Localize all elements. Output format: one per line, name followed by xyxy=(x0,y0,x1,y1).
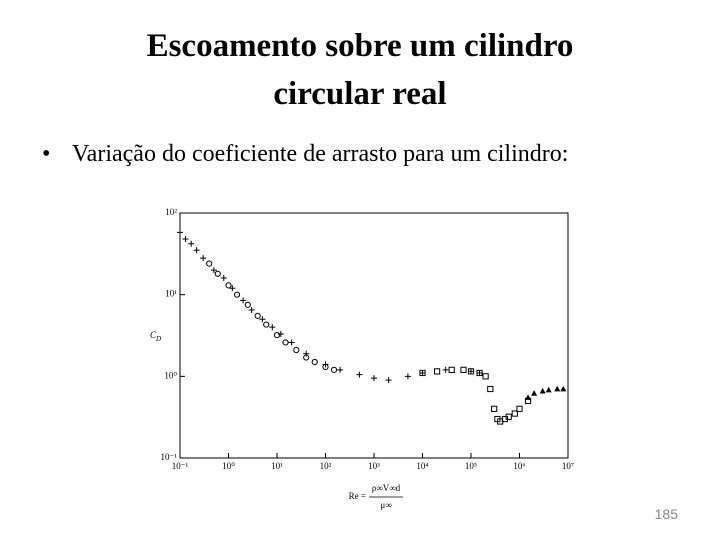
plus-marker xyxy=(303,350,310,357)
plus-marker xyxy=(193,247,200,254)
circle-marker xyxy=(254,312,261,319)
plus-marker xyxy=(240,297,247,304)
title-line: Escoamento sobre um cilindro xyxy=(146,28,574,64)
plus-marker xyxy=(288,339,295,346)
plus-marker xyxy=(337,366,344,373)
y-tick-label: 10¹ xyxy=(165,289,177,299)
plus-marker xyxy=(404,373,411,380)
x-tick-label: 10⁶ xyxy=(513,461,525,471)
x-tick-label: 10⁰ xyxy=(222,461,235,471)
circle-marker xyxy=(330,366,338,373)
plus-marker xyxy=(419,369,426,376)
circle-marker xyxy=(322,363,329,371)
square-marker xyxy=(516,405,523,412)
square-marker xyxy=(460,366,467,373)
x-tick-label: 10⁵ xyxy=(465,461,477,471)
circle-marker xyxy=(206,260,213,267)
square-marker xyxy=(487,385,494,393)
circle-marker xyxy=(273,331,281,339)
plus-marker xyxy=(259,316,266,323)
plus-marker xyxy=(277,330,284,337)
title-line: circular real xyxy=(273,76,447,112)
plus-marker xyxy=(371,375,377,382)
square-marker xyxy=(419,369,426,377)
triangle-marker xyxy=(531,390,538,396)
plus-marker xyxy=(385,377,392,384)
slide-title: Escoamento sobre um cilindro circular re… xyxy=(0,22,720,118)
square-marker xyxy=(467,368,475,375)
y-tick-label: 10² xyxy=(165,207,177,217)
triangle-marker xyxy=(560,385,567,392)
square-marker xyxy=(511,410,518,417)
plus-marker xyxy=(188,240,195,247)
circle-marker xyxy=(311,358,318,366)
y-tick-label: 10⁻¹ xyxy=(161,452,178,462)
y-tick-label: 10⁰ xyxy=(164,370,177,380)
plus-marker xyxy=(476,369,483,376)
x-tick-label: 10¹ xyxy=(271,461,283,471)
plus-marker xyxy=(248,306,255,313)
circle-marker xyxy=(244,301,251,308)
plus-marker xyxy=(269,324,276,331)
circle-marker xyxy=(303,354,310,361)
circle-marker xyxy=(293,346,300,354)
x-tick-label: 10³ xyxy=(368,461,380,471)
plus-marker xyxy=(468,368,474,375)
triangle-marker xyxy=(525,394,532,400)
plus-marker xyxy=(442,366,449,373)
circle-marker xyxy=(282,339,289,346)
x-tick-label: 10² xyxy=(320,461,332,471)
plus-marker xyxy=(200,255,207,262)
plot-frame xyxy=(179,212,569,459)
plus-marker xyxy=(220,274,227,281)
plus-marker xyxy=(210,267,217,274)
square-marker xyxy=(491,405,498,412)
square-marker xyxy=(482,373,489,380)
bullet-text: Variação do coeficiente de arrasto para … xyxy=(42,136,666,172)
plus-marker xyxy=(177,229,183,236)
x-tick-label: 10⁻¹ xyxy=(172,461,189,471)
triangle-marker xyxy=(554,385,561,392)
circle-marker xyxy=(214,270,221,277)
x-label-numerator: ρ∞V∞d xyxy=(372,483,401,493)
y-label-main: C xyxy=(150,330,157,340)
circle-marker xyxy=(263,321,270,328)
page-number: 185 xyxy=(654,506,678,522)
square-marker xyxy=(505,413,512,420)
y-label-sub: D xyxy=(155,335,161,343)
plus-marker xyxy=(182,236,189,243)
circle-marker xyxy=(233,291,241,298)
square-marker xyxy=(448,366,455,373)
plus-marker xyxy=(229,285,236,292)
y-label: CD xyxy=(150,330,161,343)
square-marker xyxy=(433,368,441,375)
square-marker xyxy=(476,369,483,377)
plus-marker xyxy=(356,371,363,378)
x-tick-label: 10⁴ xyxy=(416,461,428,471)
circle-marker xyxy=(225,282,232,289)
x-label-left: Re = xyxy=(349,491,366,501)
triangle-marker xyxy=(539,387,546,394)
x-tick-label: 10⁷ xyxy=(562,461,574,471)
triangle-marker xyxy=(545,386,552,393)
x-label-denominator: μ∞ xyxy=(380,500,391,510)
